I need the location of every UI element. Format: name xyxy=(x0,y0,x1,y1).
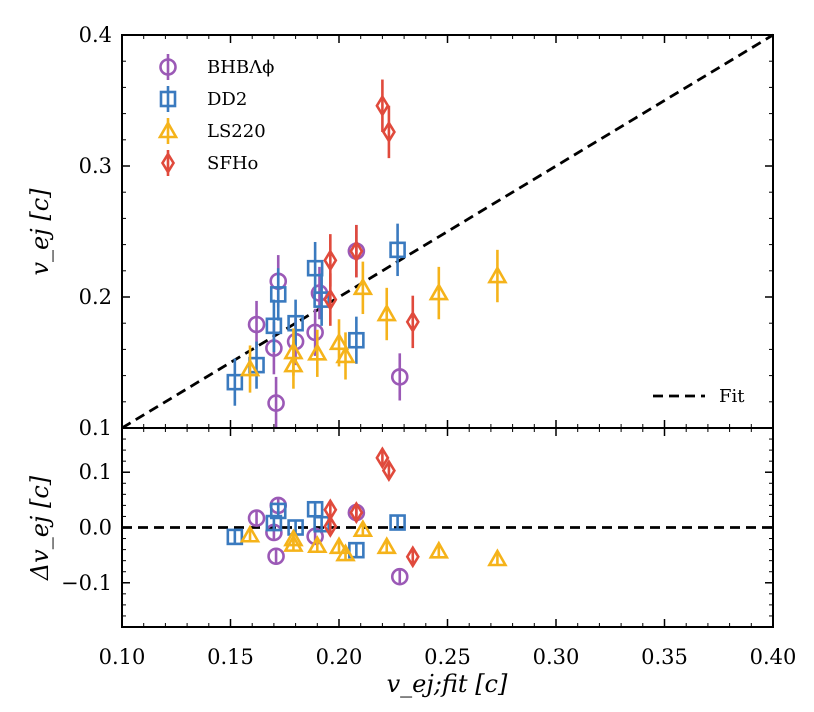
bhblp-point xyxy=(247,315,266,334)
y-tick-label: −0.1 xyxy=(61,571,112,595)
ls220-point xyxy=(376,536,397,555)
sfho-point xyxy=(323,514,338,538)
fit-legend: Fit xyxy=(653,386,745,407)
bhblp-point xyxy=(267,394,285,412)
ls220-point xyxy=(283,354,304,373)
bhblp-point xyxy=(247,509,266,527)
fit-line xyxy=(121,33,774,430)
ls220-point xyxy=(335,543,356,562)
sfho-point xyxy=(375,94,390,118)
top-fit-line-layer xyxy=(121,33,774,430)
dd2-point xyxy=(269,502,287,520)
sfho-point xyxy=(349,239,364,263)
legend-ls220-marker xyxy=(157,120,179,139)
y-axis-label-bottom: Δv_ej [c] xyxy=(26,475,54,581)
legend-bhblp-label: BHBΛϕ xyxy=(207,57,274,78)
legend: BHBΛϕ DD2 LS220 SFHo xyxy=(157,54,274,176)
dd2-point xyxy=(389,241,406,259)
ls220-point xyxy=(352,519,374,538)
top-marks-layer xyxy=(226,79,508,430)
y-tick-label: 0.3 xyxy=(79,154,112,178)
sfho-point xyxy=(405,545,420,569)
ls220-point xyxy=(239,358,261,377)
ls220-point xyxy=(328,332,350,351)
ls220-point xyxy=(352,277,374,296)
bhblp-point xyxy=(390,368,409,386)
y-tick-label: 0.2 xyxy=(79,285,112,309)
y-tick-label: 0.0 xyxy=(79,516,112,540)
ls220-point xyxy=(376,303,397,322)
x-axis-label: v_ej;fit [c] xyxy=(387,670,508,698)
y-tick-label: 0.1 xyxy=(79,416,112,440)
bottom-ticks: 0.10 0.15 0.20 0.25 0.30 0.35 0.40 −0.1 0.0 0.1 xyxy=(61,427,797,669)
dd2-point xyxy=(226,528,244,546)
legend-sfho-marker xyxy=(160,151,176,175)
ls220-point xyxy=(487,548,508,567)
ls220-point xyxy=(328,536,350,555)
ls220-point xyxy=(487,265,508,284)
sfho-point xyxy=(381,459,396,483)
bottom-plot-frame xyxy=(121,427,774,628)
fit-legend-label: Fit xyxy=(719,386,745,407)
dd2-point xyxy=(313,515,330,533)
dd2-point xyxy=(389,514,406,531)
y-tick-label: 0.1 xyxy=(79,460,112,484)
ls220-point xyxy=(239,524,261,543)
dd2-point xyxy=(226,373,244,391)
dd2-point xyxy=(313,291,330,308)
bhblp-point xyxy=(267,547,285,566)
ls220-point xyxy=(307,535,328,554)
y-axis-label-top: v_ej [c] xyxy=(26,188,54,276)
legend-bhblp-marker xyxy=(159,58,177,76)
top-panel: 0.1 0.2 0.3 0.4 BHBΛϕ DD2 LS220 SFHo Fit xyxy=(79,23,774,440)
sfho-point xyxy=(323,248,338,272)
sfho-point xyxy=(405,310,420,334)
ls220-point xyxy=(335,345,356,364)
ls220-point xyxy=(307,342,328,361)
x-tick-label: 0.25 xyxy=(424,645,471,669)
y-tick-label: 0.4 xyxy=(79,23,112,47)
bottom-marks-layer xyxy=(226,446,508,586)
dd2-point xyxy=(306,259,324,277)
legend-ls220-label: LS220 xyxy=(207,121,266,142)
ls220-point xyxy=(428,540,450,559)
x-tick-label: 0.35 xyxy=(641,645,688,669)
ls220-point xyxy=(428,282,450,301)
dd2-point xyxy=(348,331,365,349)
dd2-point xyxy=(265,514,283,532)
x-tick-label: 0.30 xyxy=(533,645,580,669)
x-tick-label: 0.40 xyxy=(750,645,797,669)
bottom-panel: 0.10 0.15 0.20 0.25 0.30 0.35 0.40 −0.1 0.0 0.1 xyxy=(61,427,797,669)
sfho-point xyxy=(381,120,396,144)
ls220-point xyxy=(283,534,304,552)
legend-dd2-label: DD2 xyxy=(207,89,247,110)
bhblp-point xyxy=(306,323,324,342)
dd2-point xyxy=(287,314,304,332)
x-tick-label: 0.20 xyxy=(316,645,363,669)
x-tick-label: 0.10 xyxy=(99,645,146,669)
dd2-point xyxy=(265,317,283,335)
legend-sfho-label: SFHo xyxy=(207,153,258,174)
bhblp-point xyxy=(390,567,409,586)
x-tick-label: 0.15 xyxy=(207,645,254,669)
dd2-point xyxy=(269,286,287,303)
sfho-point xyxy=(323,288,338,312)
sfho-point xyxy=(375,446,390,470)
legend-dd2-marker xyxy=(159,90,177,108)
sfho-point xyxy=(349,501,364,525)
